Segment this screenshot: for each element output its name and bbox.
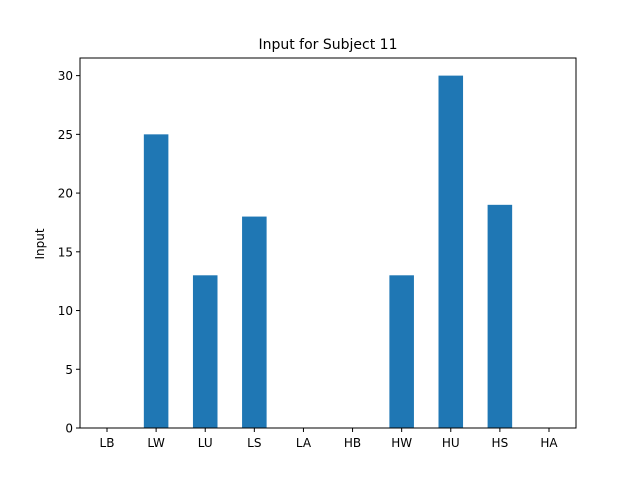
- y-tick-label: 10: [58, 304, 73, 318]
- x-tick-label: LU: [198, 436, 213, 450]
- plot-area-frame: [79, 57, 577, 429]
- y-tick-label: 25: [58, 128, 73, 142]
- bar-lu: [192, 275, 218, 428]
- x-tick-label: HU: [442, 436, 460, 450]
- x-tick-label: HW: [391, 436, 412, 450]
- bar-lw: [143, 134, 169, 428]
- x-tick-label: HB: [344, 436, 361, 450]
- bar-ls: [242, 216, 267, 428]
- bar-hu: [438, 75, 464, 429]
- bar-hw: [389, 275, 414, 428]
- x-tick-label: LW: [147, 436, 165, 450]
- y-tick-label: 15: [58, 245, 73, 259]
- chart-title: Input for Subject 11: [258, 37, 397, 53]
- x-tick-label: HS: [492, 436, 509, 450]
- bars-layer: [143, 75, 513, 429]
- y-tick-label: 30: [58, 69, 73, 83]
- y-tick-label: 20: [58, 187, 73, 201]
- y-axis-label: Input: [33, 228, 47, 259]
- x-tick-label: LS: [247, 436, 261, 450]
- x-tick-label: HA: [540, 436, 558, 450]
- x-tick-label: LA: [296, 436, 312, 450]
- bar-hs: [487, 204, 513, 428]
- ticks-layer: LB LW LU LS LA HB HW HU HS HA 0 5 10 15 20 25 30: [58, 69, 559, 450]
- x-tick-label: LB: [100, 436, 115, 450]
- y-tick-label: 5: [65, 363, 73, 377]
- y-tick-label: 0: [65, 422, 73, 436]
